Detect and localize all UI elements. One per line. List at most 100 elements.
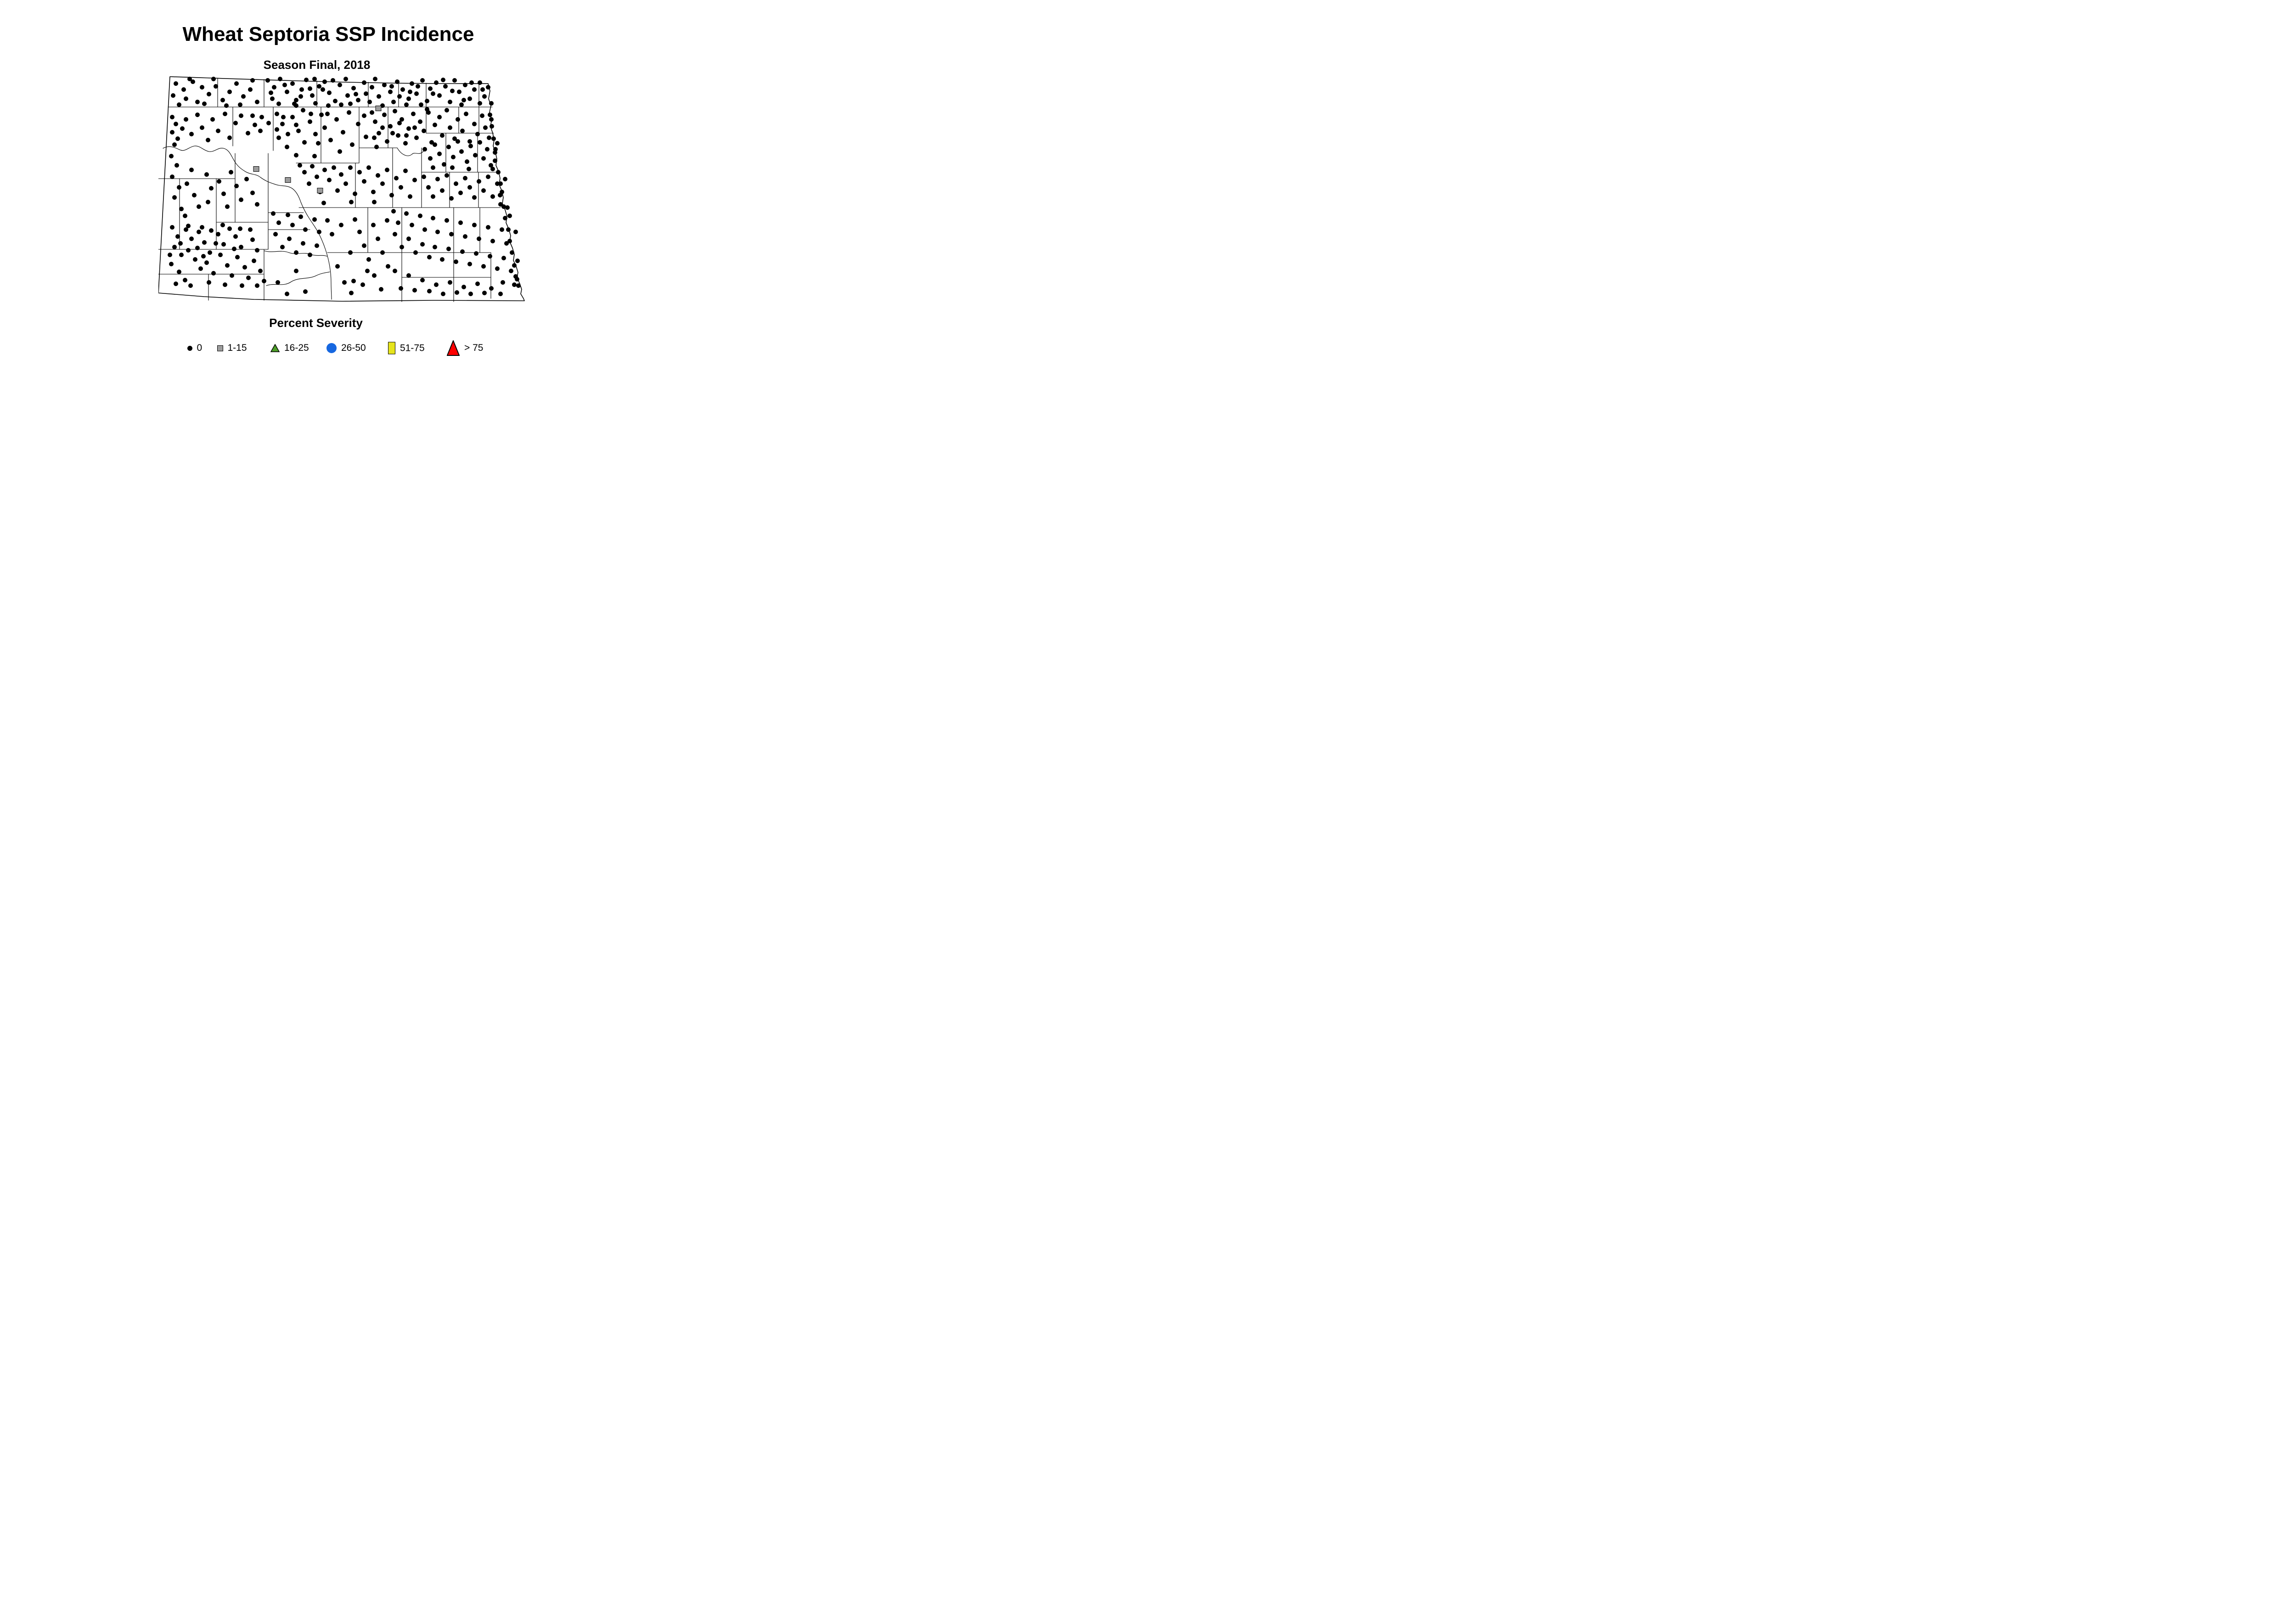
incidence-point-0: [435, 177, 440, 181]
incidence-point-0: [382, 113, 387, 117]
incidence-point-0: [188, 283, 193, 288]
square-marker-icon: [217, 345, 223, 351]
incidence-point-0: [374, 145, 379, 149]
incidence-point-0: [258, 269, 263, 273]
incidence-point-0: [512, 263, 517, 268]
incidence-point-0: [475, 132, 480, 136]
incidence-point-0: [460, 249, 465, 254]
incidence-point-0: [186, 248, 191, 253]
incidence-point-0: [193, 257, 197, 262]
incidence-point-0: [174, 281, 178, 286]
incidence-point-0: [468, 292, 473, 296]
incidence-point-0: [207, 280, 211, 285]
incidence-point-0: [435, 230, 440, 234]
legend-item-1-15: 1-15: [217, 343, 247, 354]
incidence-point-0: [278, 77, 282, 81]
incidence-point-0: [310, 164, 315, 169]
incidence-point-0: [170, 115, 174, 119]
incidence-point-0: [513, 230, 518, 234]
incidence-point-0: [370, 85, 374, 90]
incidence-point-0: [376, 173, 380, 178]
incidence-point-0: [412, 125, 417, 130]
legend-label: 1-15: [227, 343, 247, 353]
incidence-point-0: [294, 153, 298, 158]
incidence-point-0: [472, 87, 477, 92]
incidence-point-0: [339, 223, 343, 227]
incidence-point-0: [275, 127, 279, 132]
incidence-point-0: [433, 142, 437, 147]
incidence-point-0: [450, 165, 455, 170]
incidence-point-0: [200, 225, 204, 230]
incidence-point-0: [239, 245, 243, 249]
incidence-point-0: [428, 86, 433, 91]
incidence-point-0: [183, 278, 187, 282]
incidence-point-0: [422, 129, 426, 133]
incidence-point-0: [406, 96, 411, 101]
incidence-point-0: [396, 133, 400, 138]
incidence-point-0: [366, 257, 371, 262]
incidence-point-0: [503, 216, 507, 220]
incidence-point-0: [347, 110, 351, 115]
incidence-point-0: [380, 125, 385, 130]
incidence-points-layer: [168, 77, 521, 296]
incidence-point-0: [440, 188, 445, 193]
incidence-point-0: [458, 220, 463, 225]
incidence-point-0: [189, 132, 194, 136]
incidence-point-0: [223, 282, 227, 287]
incidence-point-0: [431, 91, 435, 96]
incidence-point-0: [294, 98, 298, 102]
incidence-point-0: [172, 195, 177, 200]
incidence-point-0: [345, 93, 350, 98]
incidence-point-0: [408, 90, 412, 94]
rect-marker-icon: [388, 342, 395, 355]
incidence-point-0: [335, 264, 340, 269]
incidence-point-0: [232, 247, 236, 251]
incidence-point-0: [452, 136, 457, 141]
incidence-point-0: [195, 113, 200, 117]
incidence-point-0: [328, 138, 333, 142]
incidence-point-0: [225, 204, 230, 209]
incidence-point-0: [367, 100, 372, 104]
incidence-point-0: [500, 227, 504, 232]
incidence-point-0: [416, 84, 420, 89]
incidence-point-0: [286, 132, 290, 136]
state-outline: [158, 76, 525, 302]
incidence-point-0: [427, 255, 432, 259]
incidence-point-0: [331, 78, 335, 83]
legend-item-16-25: 16-25: [270, 343, 309, 354]
incidence-point-0: [437, 93, 442, 98]
incidence-point-0: [207, 92, 211, 96]
incidence-point-0: [276, 135, 281, 140]
incidence-point-0: [343, 181, 348, 186]
incidence-point-0: [200, 85, 204, 90]
incidence-point-0: [234, 184, 239, 188]
incidence-point-0: [408, 194, 412, 199]
incidence-point-0: [456, 117, 460, 122]
incidence-point-0: [197, 230, 201, 234]
incidence-point-0: [448, 280, 452, 285]
incidence-point-0: [214, 241, 218, 246]
incidence-point-0: [450, 89, 455, 93]
incidence-point-0: [186, 224, 191, 228]
incidence-point-0: [420, 242, 425, 247]
incidence-point-0: [459, 102, 464, 107]
incidence-point-0: [350, 142, 355, 147]
incidence-point-0: [325, 218, 330, 223]
incidence-point-0: [397, 94, 402, 99]
incidence-point-0: [171, 93, 175, 98]
incidence-point-0: [195, 246, 200, 250]
incidence-point-0: [208, 250, 212, 255]
incidence-point-0: [246, 131, 250, 135]
incidence-point-0: [223, 112, 227, 116]
incidence-point-0: [406, 273, 411, 278]
incidence-point-0: [489, 101, 494, 106]
incidence-point-0: [204, 172, 209, 177]
incidence-point-0: [490, 167, 495, 171]
incidence-point-0: [221, 191, 226, 196]
incidence-point-0: [513, 274, 518, 279]
incidence-point-0: [276, 280, 280, 285]
incidence-point-0: [325, 112, 330, 116]
incidence-point-0: [312, 154, 317, 158]
incidence-point-0: [393, 109, 397, 113]
incidence-point-0: [506, 227, 511, 232]
